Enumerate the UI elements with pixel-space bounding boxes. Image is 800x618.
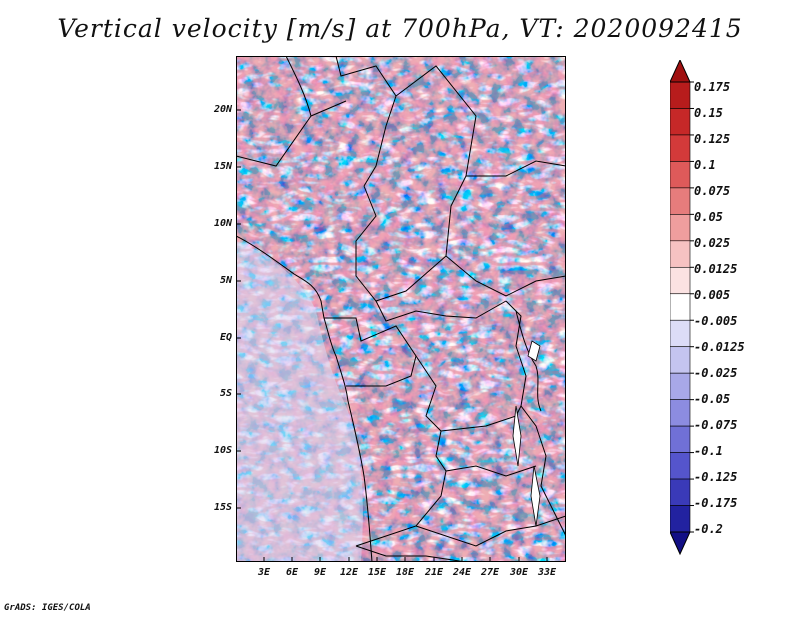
x-label-15e: 15E <box>367 567 387 578</box>
x-label-33e: 33E <box>537 567 557 578</box>
y-label-10n: 10N <box>213 218 232 229</box>
colorbar-label-9: -0.005 <box>694 314 738 328</box>
colorbar-ticks <box>690 81 694 533</box>
colorbar-cell <box>670 134 691 162</box>
colorbar-label-2: 0.125 <box>694 132 731 146</box>
colorbar-label-3: 0.1 <box>694 158 716 172</box>
colorbar-label-16: -0.175 <box>694 496 738 510</box>
colorbar-label-12: -0.05 <box>694 392 731 406</box>
colorbar <box>670 60 694 556</box>
y-label-5s: 5S <box>219 388 232 399</box>
x-label-27e: 27E <box>480 567 500 578</box>
y-label-15s: 15S <box>213 502 232 513</box>
map-frame <box>236 56 566 562</box>
colorbar-label-8: 0.005 <box>694 288 731 302</box>
colorbar-label-4: 0.075 <box>694 184 731 198</box>
y-label-10s: 10S <box>213 445 232 456</box>
colorbar-label-17: -0.2 <box>694 522 723 536</box>
colorbar-cell <box>670 108 691 136</box>
colorbar-cell <box>670 478 691 506</box>
vertical-velocity-map <box>236 56 566 562</box>
colorbar-label-0: 0.175 <box>694 80 731 94</box>
colorbar-cell <box>670 293 691 321</box>
colorbar-label-1: 0.15 <box>694 106 723 120</box>
colorbar-cell <box>670 240 691 268</box>
atlantic-ocean-area <box>236 241 363 562</box>
x-label-24e: 24E <box>452 567 472 578</box>
colorbar-cell <box>670 372 691 400</box>
colorbar-cell <box>670 187 691 215</box>
colorbar-cell <box>670 452 691 480</box>
colorbar-cell <box>670 399 691 427</box>
colorbar-cell <box>670 81 691 109</box>
colorbar-label-6: 0.025 <box>694 236 731 250</box>
x-label-3e: 3E <box>257 567 271 578</box>
y-label-15n: 15N <box>213 161 232 172</box>
colorbar-cell <box>670 319 691 348</box>
x-label-9e: 9E <box>313 567 327 578</box>
x-label-12e: 12E <box>339 567 359 578</box>
colorbar-label-11: -0.025 <box>694 366 738 380</box>
colorbar-cell <box>670 214 691 242</box>
colorbar-label-5: 0.05 <box>694 210 723 224</box>
lakes <box>512 340 541 527</box>
colorbar-label-10: -0.0125 <box>694 340 745 354</box>
colorbar-cell <box>670 266 691 295</box>
axis-ticks <box>236 109 548 562</box>
colorbar-label-13: -0.075 <box>694 418 738 432</box>
colorbar-cells <box>670 81 691 533</box>
y-label-20n: 20N <box>213 104 232 115</box>
country-borders <box>236 56 566 562</box>
x-label-18e: 18E <box>395 567 415 578</box>
y-label-eq: EQ <box>219 332 232 343</box>
y-label-5n: 5N <box>219 275 232 286</box>
colorbar-cell <box>670 505 691 533</box>
colorbar-label-7: 0.0125 <box>694 262 738 276</box>
colorbar-cell <box>670 425 691 453</box>
x-label-6e: 6E <box>285 567 299 578</box>
x-label-30e: 30E <box>509 567 529 578</box>
x-label-21e: 21E <box>424 567 444 578</box>
colorbar-top-arrow <box>670 60 691 83</box>
colorbar-cell <box>670 346 691 374</box>
plot-title: Vertical velocity [m/s] at 700hPa, VT: 2… <box>57 14 743 43</box>
colorbar-label-14: -0.1 <box>694 444 723 458</box>
colorbar-label-15: -0.125 <box>694 470 738 484</box>
colorbar-cell <box>670 161 691 189</box>
grads-credit: GrADS: IGES/COLA <box>4 603 91 613</box>
colorbar-bottom-arrow <box>670 531 691 556</box>
